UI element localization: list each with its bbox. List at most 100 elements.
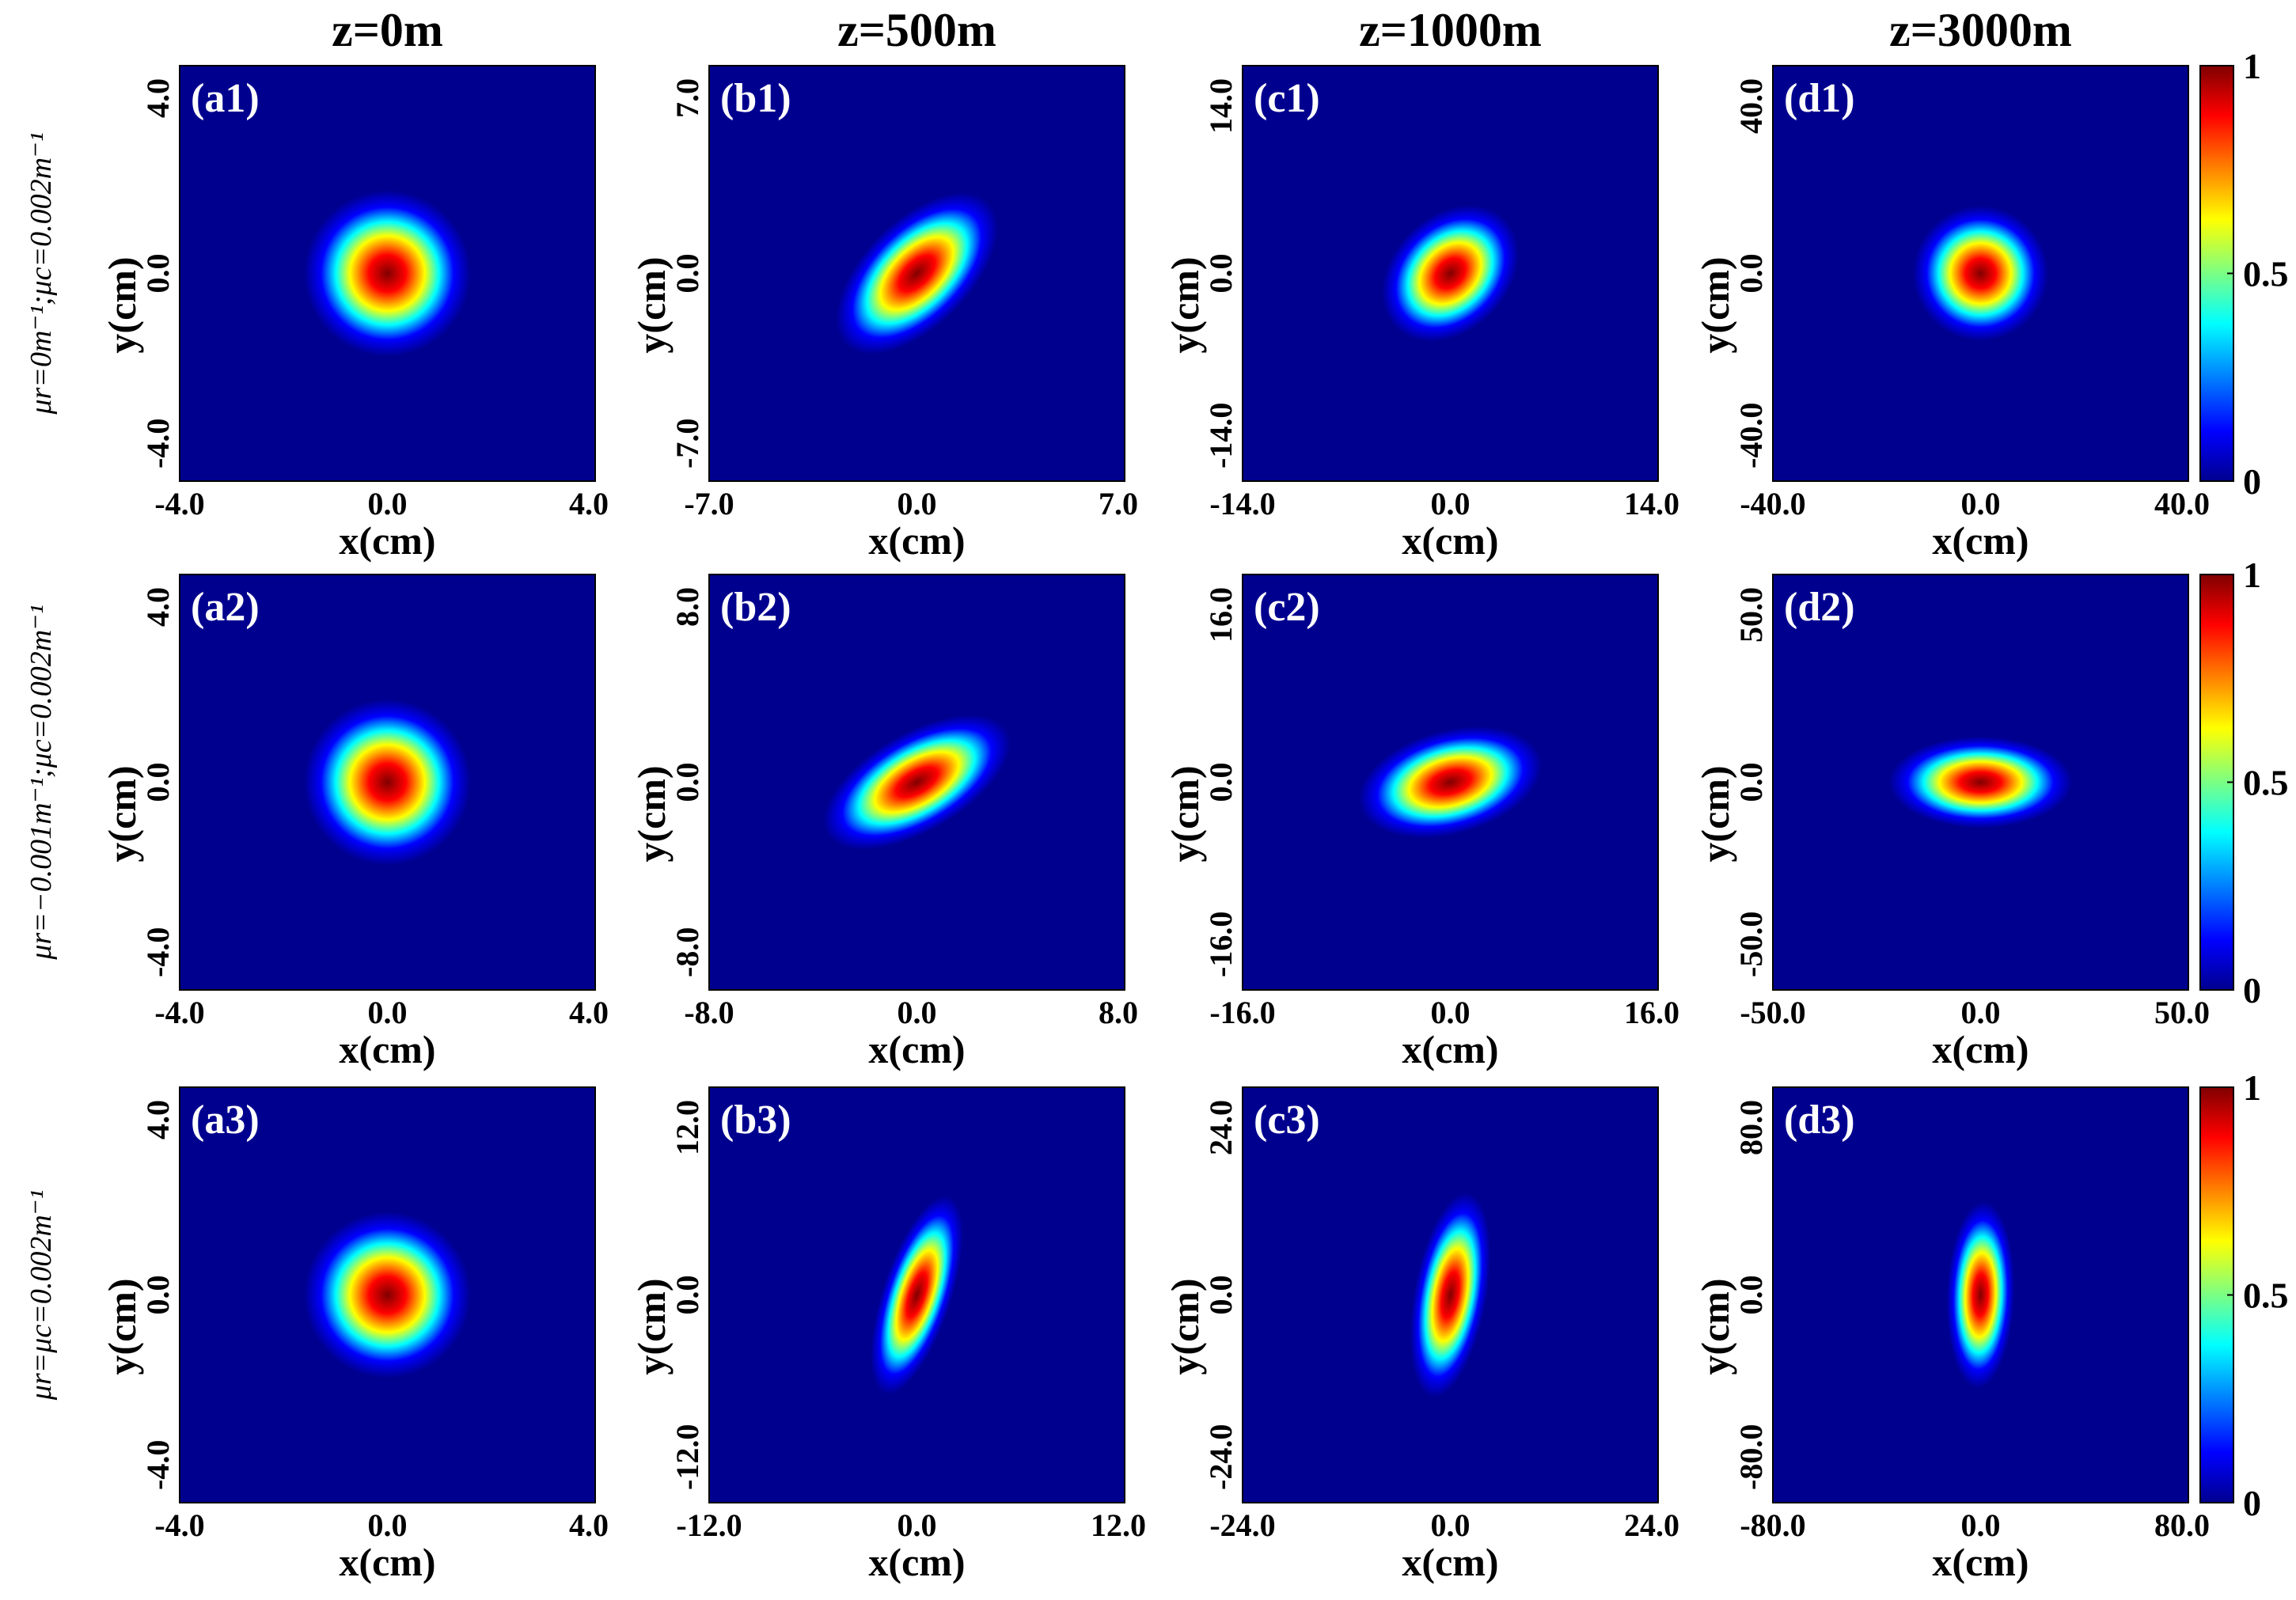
x-tick-label: 0.0 [898,486,937,521]
panel-c3: (c3) -24.0 0.0 24.0 x(cm) 24.0 0.0 -24.0 y(cm) [1163,1086,1679,1584]
colorbar-tick-label: 0.5 [2243,254,2289,294]
beam-spot [304,190,471,357]
x-axis-label: x(cm) [868,518,965,563]
x-tick-label: 0.0 [368,486,408,521]
panel-label: (c3) [1254,1098,1320,1143]
colorbar-tick-label: 1 [2243,46,2261,86]
x-tick-label: 0.0 [898,1507,937,1543]
y-tick-label: 4.0 [140,78,176,118]
panel-label: (b3) [720,1098,791,1143]
x-tick-label: -4.0 [154,995,204,1030]
x-tick-label: -4.0 [154,1507,204,1543]
x-tick-label: 0.0 [1431,486,1471,521]
column-title-3: z=3000m [1889,4,2072,56]
colorbar-tick-label: 1 [2243,555,2261,595]
y-axis-label: y(cm) [1163,1278,1207,1374]
y-tick-label: 14.0 [1203,78,1239,134]
x-tick-label: 4.0 [569,1507,609,1543]
x-tick-label: -80.0 [1740,1507,1805,1543]
panel-a1: (a1) -4.0 0.0 4.0 x(cm) 4.0 0.0 -4.0 y(cm) [100,65,609,563]
y-tick-label: 0.0 [1203,254,1239,294]
y-tick-label: -24.0 [1203,1424,1239,1490]
colorbar-1: 10.50 [2199,46,2289,502]
x-axis-label: x(cm) [1402,518,1498,563]
y-tick-label: 0.0 [670,254,705,294]
x-tick-label: 0.0 [898,995,937,1030]
beam-spot [304,1211,471,1378]
y-tick-label: 7.0 [670,78,705,118]
panel-b3: (b3) -12.0 0.0 12.0 x(cm) 12.0 0.0 -12.0 y(cm) [629,1086,1146,1584]
y-axis-label: y(cm) [1693,256,1737,353]
y-tick-label: 80.0 [1733,1100,1769,1155]
panel-a3: (a3) -4.0 0.0 4.0 x(cm) 4.0 0.0 -4.0 y(cm) [100,1086,609,1584]
y-axis-label: y(cm) [1163,256,1207,353]
x-tick-label: 0.0 [1431,995,1471,1030]
colorbar-tick-label: 0 [2243,461,2261,502]
x-tick-label: -16.0 [1209,995,1275,1030]
x-tick-label: 0.0 [1961,1507,2001,1543]
column-title-2: z=1000m [1359,4,1542,56]
beam-spot [836,192,998,355]
y-tick-label: 4.0 [140,1100,176,1139]
x-tick-label: 40.0 [2154,486,2210,521]
panel-label: (a1) [191,76,260,121]
y-tick-label: -12.0 [670,1424,705,1490]
y-tick-label: -80.0 [1733,1424,1769,1490]
x-tick-label: 24.0 [1624,1507,1679,1543]
colorbar-tick-label: 1 [2243,1067,2261,1108]
y-axis-label: y(cm) [100,765,144,862]
x-tick-label: -12.0 [676,1507,742,1543]
row-label-2: μr=μc=0.002m⁻¹ [25,1190,58,1401]
y-tick-label: 50.0 [1733,587,1769,643]
panel-a2: (a2) -4.0 0.0 4.0 x(cm) 4.0 0.0 -4.0 y(cm) [100,574,609,1071]
panel-d1: (d1) -40.0 0.0 40.0 x(cm) 40.0 0.0 -40.0 y(cm) [1693,65,2210,563]
panel-d3: (d3) -80.0 0.0 80.0 x(cm) 80.0 0.0 -80.0 y(cm) [1693,1086,2210,1584]
x-tick-label: 0.0 [368,995,408,1030]
x-tick-label: 4.0 [569,995,609,1030]
y-tick-label: -8.0 [670,927,705,977]
colorbar-tick-label: 0.5 [2243,1276,2289,1316]
panel-label: (c1) [1254,76,1320,121]
beam-spot [1889,736,2072,828]
x-tick-label: -14.0 [1209,486,1275,521]
y-tick-label: -7.0 [670,419,705,468]
colorbar-tick-label: 0 [2243,1483,2261,1523]
x-tick-label: 0.0 [1431,1507,1471,1543]
y-tick-label: 0.0 [140,763,176,802]
x-tick-label: 12.0 [1091,1507,1146,1543]
x-axis-label: x(cm) [339,518,435,563]
x-tick-label: -50.0 [1740,995,1805,1030]
x-tick-label: 0.0 [368,1507,408,1543]
x-axis-label: x(cm) [1932,518,2028,563]
y-tick-label: 12.0 [670,1100,705,1155]
x-axis-label: x(cm) [1932,1027,2028,1071]
x-tick-label: -40.0 [1740,486,1805,521]
x-axis-label: x(cm) [1402,1540,1498,1584]
x-axis-label: x(cm) [868,1540,965,1584]
beam-spot [1382,205,1519,342]
panel-label: (d2) [1784,585,1855,630]
beam-spot [1359,726,1542,838]
panel-d2: (d2) -50.0 0.0 50.0 x(cm) 50.0 0.0 -50.0 y(cm) [1693,574,2210,1071]
y-tick-label: -14.0 [1203,403,1239,468]
y-tick-label: 0.0 [670,1276,705,1315]
panel-label: (b1) [720,76,791,121]
y-tick-label: -4.0 [140,927,176,977]
row-label-0: μr=0m⁻¹;μc=0.002m⁻¹ [25,132,58,415]
beam-spot [1410,1192,1491,1398]
y-tick-label: 0.0 [1203,1276,1239,1315]
x-tick-label: -8.0 [684,995,734,1030]
beam-spot [871,1195,963,1395]
x-tick-label: 16.0 [1624,995,1679,1030]
y-axis-label: y(cm) [1693,765,1737,862]
x-tick-label: 50.0 [2154,995,2210,1030]
y-axis-label: y(cm) [629,1278,674,1374]
y-tick-label: 0.0 [1733,763,1769,802]
y-axis-label: y(cm) [629,765,674,862]
y-axis-label: y(cm) [629,256,674,353]
x-axis-label: x(cm) [339,1540,435,1584]
y-axis-label: y(cm) [100,1278,144,1374]
x-axis-label: x(cm) [1402,1027,1498,1071]
colorbar-3: 10.50 [2199,1067,2289,1523]
